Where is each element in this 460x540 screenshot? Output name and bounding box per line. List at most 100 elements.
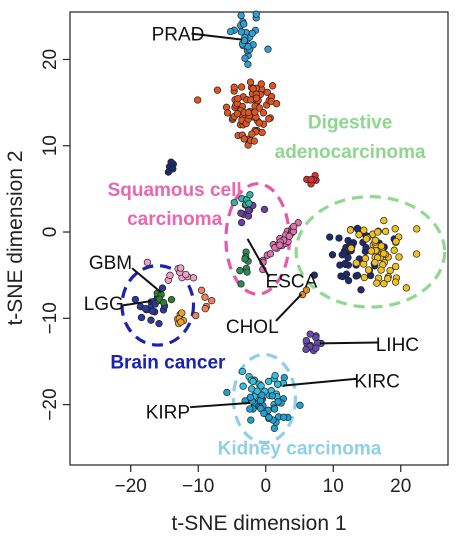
data-point [290,222,298,231]
data-point [413,225,421,233]
x-axis: −20 −10 0 10 20 [115,465,411,497]
data-points [131,10,421,432]
data-point [265,115,273,123]
esca-label-leader [246,238,270,278]
data-point [244,60,252,68]
data-point [143,258,152,267]
data-point [310,271,318,279]
data-point [374,228,382,236]
data-point [251,108,259,116]
data-point [302,286,311,294]
x-axis-title: t-SNE dimension 1 [171,512,346,535]
data-point [155,319,163,328]
gbm-label: GBM [89,253,132,274]
data-point [377,266,385,274]
data-point [237,83,246,91]
data-point [148,307,157,315]
data-point [167,295,176,304]
kidney-label-line-1: Kidney carcinoma [218,439,382,460]
data-point [246,78,255,86]
data-point [252,94,261,102]
data-point [257,80,265,88]
data-point [240,135,248,143]
digestive-ellipse [294,195,447,309]
data-point [233,110,242,118]
data-point [274,398,282,406]
y-axis-title: t-SNE dimension 2 [4,150,27,325]
data-point [367,247,375,255]
data-point [341,259,349,268]
data-point [255,119,263,127]
x-tick-label: 10 [323,476,344,497]
data-point [392,262,400,271]
data-point [380,216,388,225]
lihc-label-leader [319,341,378,345]
data-point [371,236,380,244]
data-point [246,191,254,199]
data-point [177,264,185,272]
cluster-purple-mid [237,201,269,227]
data-point [237,28,246,36]
data-point [260,409,268,418]
y-tick-label: 20 [40,49,61,70]
data-point [201,305,209,313]
cluster-red-right [303,171,320,188]
kirp-label-leader [190,401,251,409]
cluster-chol [298,286,311,299]
gbm-label-leader [131,267,162,294]
brain-label-line-1: Brain cancer [110,352,226,373]
cluster-prad [226,10,272,68]
data-point [271,371,279,380]
lgg-label: LGG [84,294,124,315]
data-point [258,128,266,137]
brain-ellipse [120,264,196,347]
cluster-teal-mid [230,191,254,208]
cluster-navy-small [164,158,177,176]
data-point [312,344,320,352]
cluster-lihc [302,330,325,355]
data-point [240,20,248,28]
data-point [270,405,279,413]
data-point [347,244,355,252]
data-point [264,377,273,386]
data-point [392,237,400,246]
data-point [201,293,209,301]
data-point [386,266,394,275]
data-point [255,104,264,112]
data-point [223,109,232,117]
data-point [226,27,235,36]
data-point [296,401,304,409]
x-tick-label: −10 [182,476,214,497]
data-point [240,36,248,45]
data-point [249,377,257,386]
prad-label: PRAD [152,25,205,46]
y-tick-label: 0 [40,227,61,238]
cluster-orange-small [173,309,188,328]
data-point [248,29,256,38]
data-point [166,271,174,279]
data-point [302,336,310,345]
data-point [246,393,255,401]
data-point [380,249,388,258]
kirp-label: KIRP [146,403,190,424]
data-point [272,100,281,108]
y-tick-label: −10 [40,302,61,334]
data-point [258,391,266,399]
data-point [159,298,168,307]
data-point [353,271,362,280]
data-point [238,367,247,376]
data-point [361,254,370,263]
data-point [241,255,249,263]
data-point [280,413,288,421]
data-point [182,270,190,279]
lgg-label-leader [122,300,152,307]
lihc-label: LIHC [376,335,419,356]
data-point [250,137,258,145]
data-point [248,130,256,138]
cluster-digestive-yellow [346,216,421,292]
data-point [268,82,277,90]
data-point [257,382,265,390]
data-point [395,253,403,261]
prad-label-leader [191,32,243,41]
